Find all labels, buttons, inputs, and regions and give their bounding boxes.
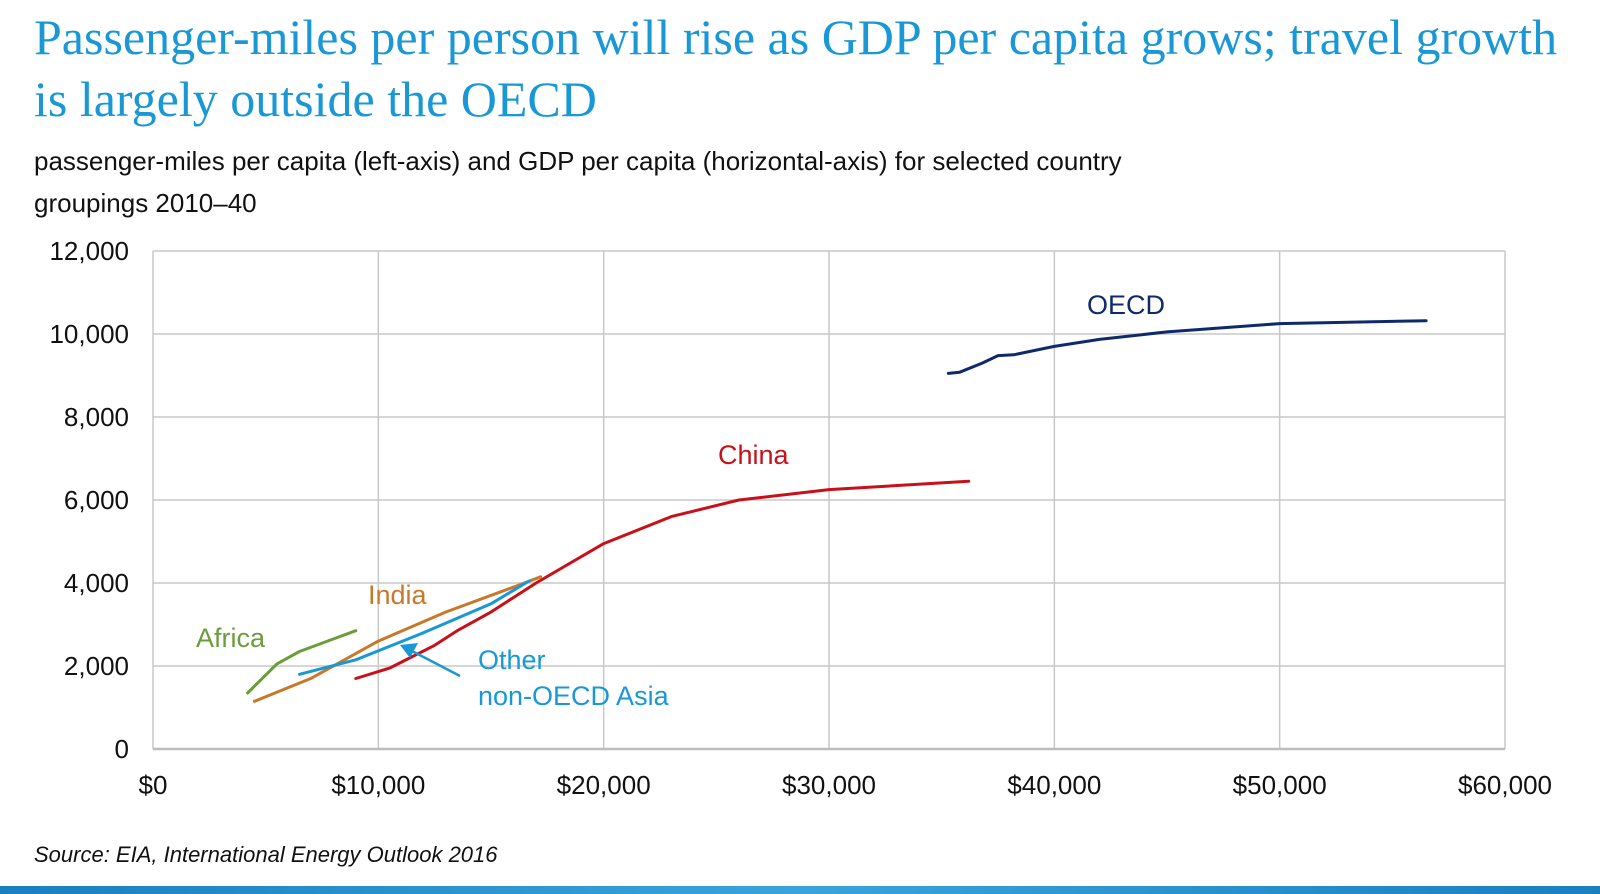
y-tick-label: 12,000 [49, 236, 129, 266]
y-tick-label: 2,000 [64, 651, 129, 681]
annotation-arrowhead-icon [400, 643, 418, 658]
series-line-oecd [946, 319, 1428, 375]
y-tick-label: 0 [115, 734, 129, 764]
x-tick-label: $10,000 [331, 770, 425, 800]
footer-band [0, 886, 1600, 894]
y-tick-label: 8,000 [64, 402, 129, 432]
series-label: OECD [1087, 290, 1165, 320]
x-tick-label: $50,000 [1233, 770, 1327, 800]
x-tick-label: $40,000 [1007, 770, 1101, 800]
series-line-other-non-oecd-asia [298, 579, 531, 676]
page-title: Passenger-miles per person will rise as … [34, 9, 1558, 127]
annotation-arrow-line [409, 648, 461, 678]
y-tick-label: 4,000 [64, 568, 129, 598]
source-note: Source: EIA, International Energy Outloo… [34, 842, 498, 867]
chart-subtitle: passenger-miles per capita (left-axis) a… [34, 146, 1122, 218]
x-tick-label: $30,000 [782, 770, 876, 800]
series-label: Other [478, 645, 546, 675]
y-tick-label: 6,000 [64, 485, 129, 515]
series-label: India [368, 580, 428, 610]
y-tick-label: 10,000 [49, 319, 129, 349]
series-label: Africa [196, 623, 266, 653]
series-line-china [354, 479, 971, 680]
series-line-africa [246, 629, 358, 695]
x-tick-label: $60,000 [1458, 770, 1552, 800]
series-label: China [718, 440, 790, 470]
x-tick-label: $20,000 [557, 770, 651, 800]
x-tick-label: $0 [139, 770, 168, 800]
series-label: non-OECD Asia [478, 681, 670, 711]
series-line-india [252, 575, 543, 703]
